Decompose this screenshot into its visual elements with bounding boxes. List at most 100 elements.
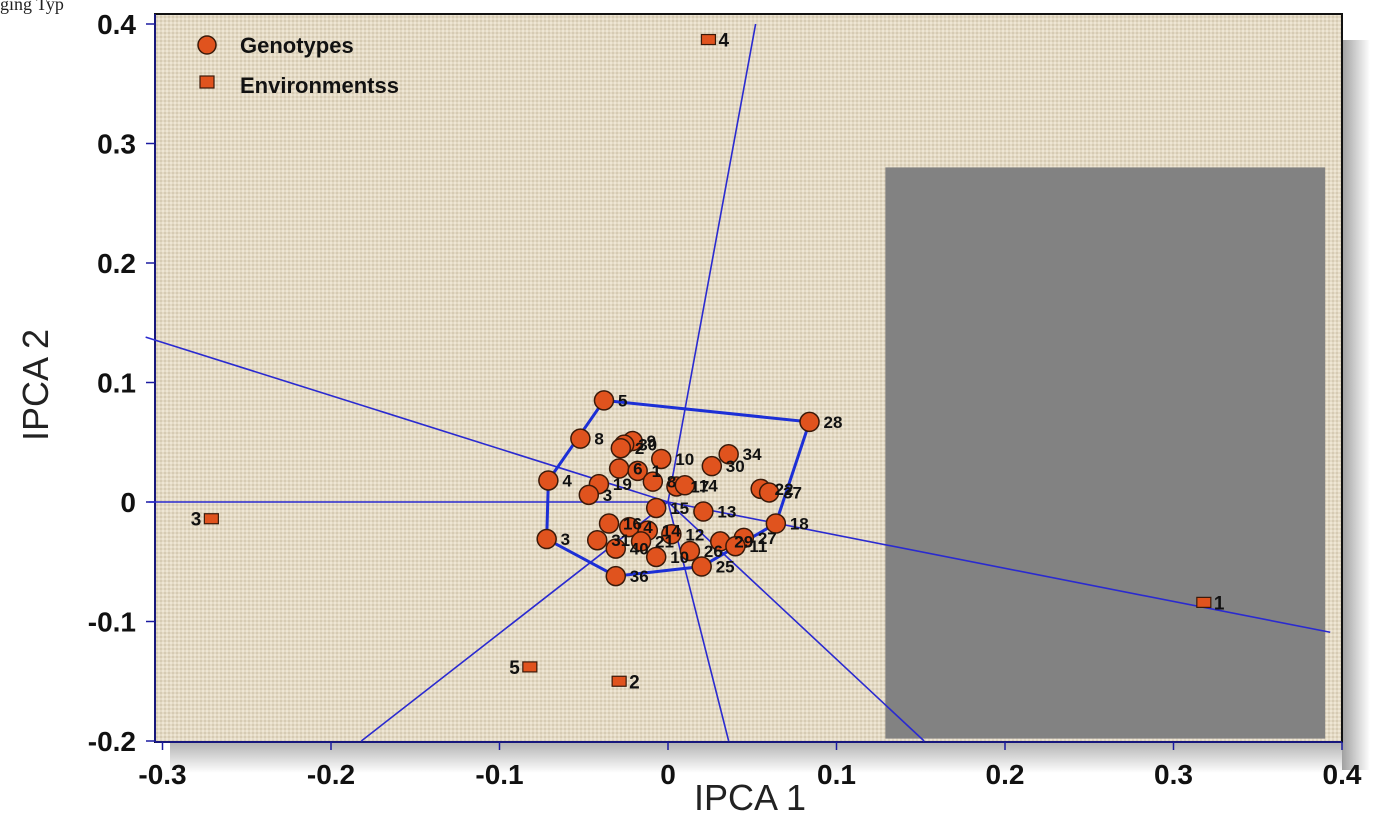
genotype-point [593,390,615,411]
genotype-label: 40 [630,540,649,559]
y-tick-label: 0.3 [97,129,136,160]
genotype-label: 13 [717,503,736,522]
shaded-region [885,167,1326,739]
genotype-label: 4 [562,471,572,490]
genotype-point [799,411,820,433]
genotype-point [693,501,714,522]
genotype-label: 37 [783,483,802,502]
genotype-point [691,556,712,577]
genotype-point [645,497,667,519]
genotype-point [661,524,682,545]
genotype-label: 25 [716,558,735,577]
genotype-label: 28 [824,413,843,432]
genotype-label: 2 [635,439,644,458]
environment-label: 5 [509,658,520,679]
legend-environments-label: Environmentss [240,73,399,98]
y-tick-label: 0.4 [97,9,136,40]
x-tick-label: -0.2 [307,759,355,790]
environment-label: 3 [191,510,202,531]
genotype-label: 18 [790,515,809,534]
genotype-label: 17 [690,477,709,496]
genotype-point [718,443,739,465]
genotype-point [645,546,667,568]
genotype-label: 8 [667,473,676,492]
y-tick-label: -0.2 [88,726,136,757]
environment-label: 2 [629,672,640,693]
genotype-label: 14 [699,476,718,495]
x-tick-label: 0.3 [1154,759,1193,790]
genotype-point [642,471,664,492]
genotype-label: 19 [613,475,632,494]
genotype-point [570,428,591,449]
genotype-label: 31 [611,531,630,550]
x-axis-title: IPCA 1 [694,777,806,818]
genotype-label: 36 [630,567,649,586]
legend-genotypes-label: Genotypes [240,33,354,58]
genotype-point [536,528,557,550]
genotype-label: 11 [749,537,767,556]
genotype-label: 1 [652,462,661,481]
genotype-label: 16 [623,515,642,534]
genotype-label: 6 [633,460,642,479]
genotype-label: 26 [704,542,723,561]
genotype-point [538,470,559,491]
genotype-point [598,513,620,534]
genotype-point [758,482,780,503]
x-tick-label: 0.2 [986,759,1025,790]
environment-point [522,661,538,673]
sector-ray [145,336,669,503]
genotype-label: 22 [775,480,794,499]
y-axis-title: IPCA 2 [15,329,56,441]
genotype-label: 14 [662,522,681,541]
legend-square-icon [199,75,215,89]
genotype-label: 21 [655,532,674,551]
y-tick-label: 0 [120,487,136,518]
x-tick-label: -0.3 [138,759,186,790]
genotype-point [651,448,672,470]
genotype-point [701,455,723,477]
x-tick-label: -0.1 [475,759,523,790]
genotype-point [605,538,627,559]
x-tick-label: 0.4 [1323,759,1362,790]
genotype-label: 27 [758,529,777,548]
plot-shadow-bottom [170,743,1342,773]
environment-point [203,513,219,525]
genotype-label: 10 [670,548,689,567]
environment-label: 4 [718,31,729,52]
genotype-label: 3 [561,530,570,549]
genotype-point [765,513,787,534]
y-tick-label: 0.1 [97,368,136,399]
genotype-point [679,540,701,562]
genotype-point [578,484,600,506]
genotype-label: 4 [643,518,653,537]
genotype-label: 3 [603,486,612,505]
genotype-label: 12 [685,525,704,544]
environment-point [611,675,627,687]
environment-point [700,33,717,46]
y-tick-label: 0.2 [97,248,136,279]
genotype-label: 9 [647,432,656,451]
x-tick-label: 0 [660,759,676,790]
sector-ray [667,23,757,503]
genotype-point [627,460,648,482]
genotype-point [725,535,746,557]
genotype-point [605,565,627,587]
genotype-label: 30 [638,436,657,455]
legend-circle-icon [197,35,217,55]
environment-label: 1 [1214,593,1225,614]
legend: Genotypes Environmentss [197,33,399,98]
x-tick-label: 0.1 [817,759,856,790]
genotype-label: 5 [618,391,627,410]
genotype-point [630,531,652,552]
genotype-label: 30 [726,457,745,476]
genotype-point [674,475,696,496]
genotype-point [586,529,608,551]
genotype-point [610,437,632,459]
y-tick-label: -0.1 [88,607,136,638]
genotype-label: 34 [743,445,762,464]
genotype-label: 10 [675,450,694,469]
genotype-label: 8 [594,430,603,449]
environment-point [1196,596,1212,608]
plot-shadow-right [1340,40,1370,770]
